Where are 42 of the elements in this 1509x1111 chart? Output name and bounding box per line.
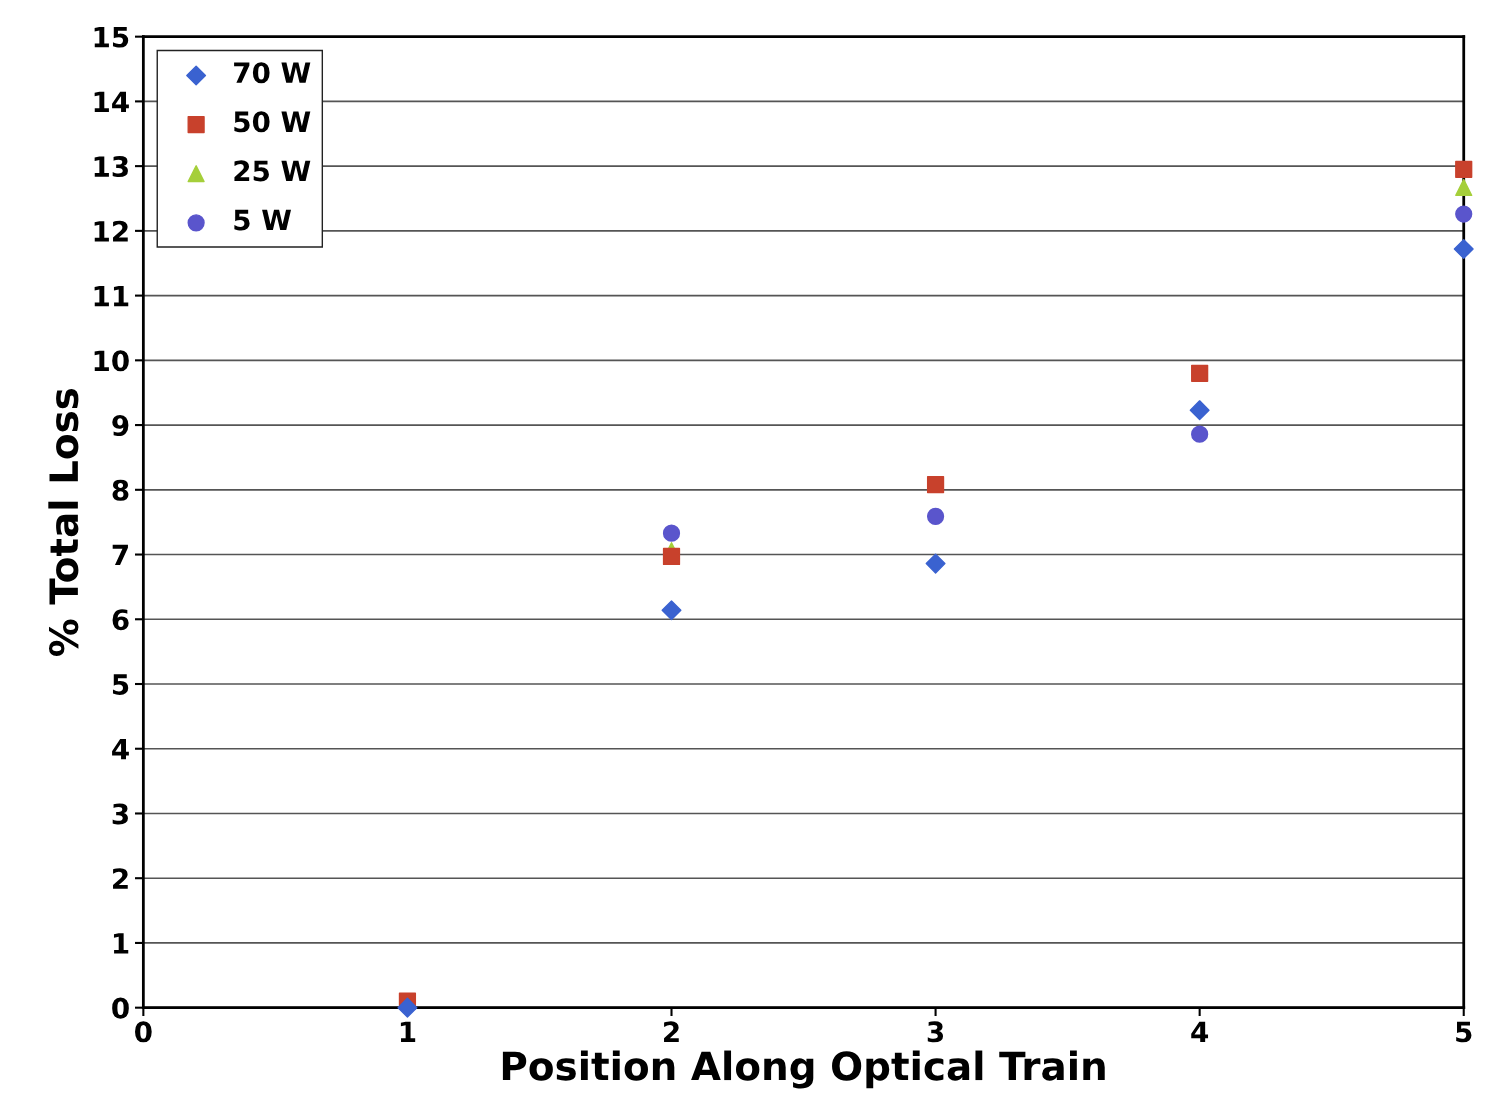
x-tick-label: 2 (664, 1021, 679, 1042)
y-tick-label: 1 (113, 933, 129, 954)
y-tick-label: 12 (94, 220, 128, 242)
legend-label: 5 W (234, 209, 292, 231)
legend-label: 50 W (234, 111, 311, 133)
y-tick-label: 3 (112, 803, 128, 825)
y-tick-label: 11 (94, 285, 129, 307)
x-axis-title: Position Along Optical Train (502, 1050, 1105, 1089)
y-tick-label: 2 (113, 868, 128, 889)
x-tick-label: 4 (1191, 1021, 1209, 1042)
point (662, 547, 681, 566)
y-tick-label: 6 (112, 609, 129, 631)
y-tick-label: 8 (112, 479, 129, 501)
x-tick-label: 5 (1456, 1021, 1472, 1043)
point (397, 997, 418, 1018)
point (1453, 238, 1474, 260)
y-tick-label: 0 (112, 997, 129, 1019)
legend-label: 25 W (234, 160, 311, 182)
y-tick-label: 10 (94, 350, 129, 372)
point (1455, 178, 1473, 197)
point (1191, 425, 1209, 443)
y-tick-label: 9 (112, 415, 129, 437)
point (1189, 400, 1210, 421)
y-tick-label: 13 (94, 156, 128, 178)
point (661, 600, 682, 621)
x-tick-label: 1 (400, 1021, 416, 1042)
y-tick-label: 15 (94, 26, 129, 48)
legend-label: 70 W (234, 62, 311, 84)
y-tick-label: 14 (94, 91, 129, 112)
x-tick-label: 3 (927, 1021, 944, 1043)
y-axis-title: % Total Loss (48, 388, 79, 656)
point (1455, 205, 1473, 223)
y-tick-label: 5 (112, 674, 129, 695)
point (662, 524, 681, 542)
point (925, 553, 946, 574)
point (1191, 364, 1209, 382)
y-tick-label: 4 (112, 739, 129, 760)
point (926, 507, 945, 525)
y-tick-label: 7 (112, 544, 128, 566)
point (926, 476, 945, 494)
x-tick-label: 0 (135, 1021, 152, 1043)
point (1455, 160, 1473, 178)
